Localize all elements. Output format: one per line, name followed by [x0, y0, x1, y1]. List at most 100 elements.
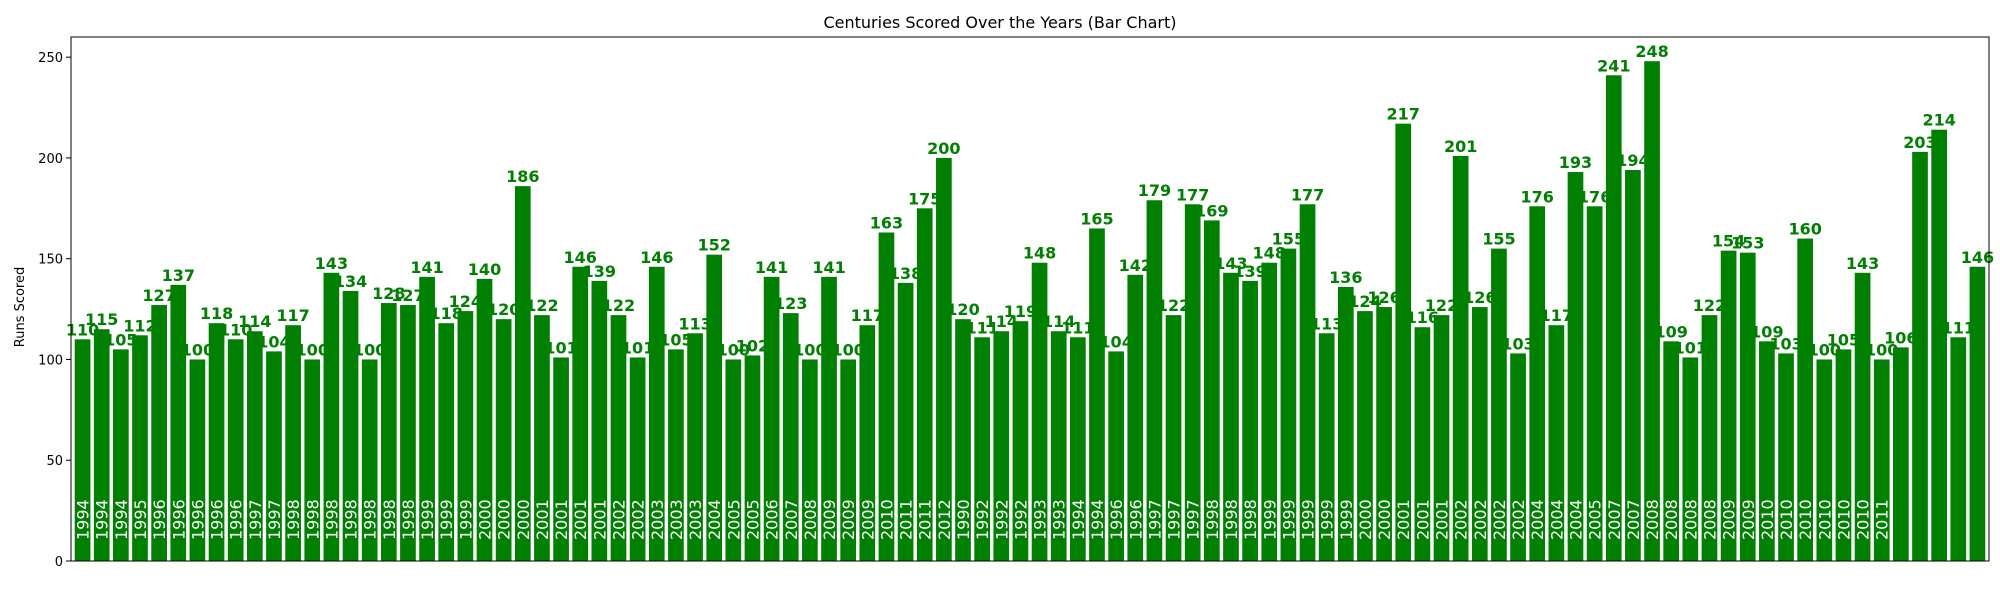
bar — [189, 359, 206, 561]
bar-category-label: 2004 — [1528, 499, 1547, 540]
bar-value-label: 143 — [1214, 254, 1247, 273]
bar — [897, 282, 914, 561]
bar — [1012, 321, 1029, 561]
y-tick-label: 50 — [46, 454, 63, 469]
bar-category-label: 1996 — [150, 499, 169, 540]
bar-value-label: 169 — [1195, 201, 1228, 220]
bar-category-label: 1996 — [169, 499, 188, 540]
y-tick-label: 100 — [38, 353, 63, 368]
bar-category-label: 2003 — [648, 499, 667, 540]
bar-category-label: 2008 — [801, 499, 820, 540]
bar — [342, 290, 359, 561]
bar-value-label: 146 — [564, 248, 597, 267]
bar — [1050, 331, 1067, 561]
bar — [1357, 311, 1373, 561]
bar-value-label: 160 — [1788, 220, 1821, 239]
bar — [514, 186, 531, 561]
bar-category-label: 1997 — [265, 499, 284, 540]
bar — [380, 303, 397, 561]
bar-value-label: 163 — [870, 213, 903, 232]
bar — [1318, 333, 1335, 561]
bar-category-label: 2003 — [667, 499, 686, 540]
bar — [1070, 337, 1086, 561]
bar — [132, 335, 148, 561]
bar — [419, 276, 435, 561]
bar — [151, 305, 167, 561]
bar-value-label: 122 — [1693, 296, 1726, 315]
bar-value-label: 113 — [1310, 314, 1343, 333]
bar-value-label: 100 — [831, 340, 864, 359]
bar-value-label: 165 — [1080, 209, 1113, 228]
bar-category-label: 2008 — [1643, 499, 1662, 540]
bar-category-label: 1993 — [1031, 499, 1050, 540]
bar-value-label: 175 — [908, 189, 941, 208]
bar — [285, 325, 301, 561]
bar-value-label: 100 — [353, 340, 386, 359]
bar-value-label: 109 — [1750, 322, 1783, 341]
bar-value-label: 100 — [1865, 340, 1898, 359]
bar-category-label: 1995 — [131, 499, 150, 540]
bar-value-label: 126 — [1463, 288, 1496, 307]
bar-category-label: 2010 — [1758, 499, 1777, 540]
bar — [974, 337, 990, 561]
bar-category-label: 2002 — [1509, 499, 1528, 540]
bar-category-label: 2010 — [1815, 499, 1834, 540]
bar — [1625, 170, 1641, 561]
bar — [859, 325, 876, 561]
bar-category-label: 1992 — [973, 499, 992, 540]
bar-value-label: 127 — [391, 286, 424, 305]
bar-value-label: 154 — [1712, 232, 1745, 251]
bar-category-label: 2001 — [1413, 499, 1432, 540]
bar-value-label: 141 — [410, 258, 443, 277]
bar-value-label: 139 — [1233, 262, 1266, 281]
bar-category-label: 1997 — [1184, 499, 1203, 540]
bar-category-label: 1998 — [1222, 499, 1241, 540]
bar — [936, 157, 952, 561]
bar-category-label: 1998 — [380, 499, 399, 540]
bar-value-label: 110 — [219, 320, 252, 339]
bar — [572, 266, 589, 561]
bar-value-label: 203 — [1903, 133, 1936, 152]
bar — [1605, 75, 1622, 562]
bar — [1663, 341, 1680, 561]
bar-value-label: 100 — [181, 340, 214, 359]
bar-value-label: 120 — [946, 300, 979, 319]
bar-category-label: 1996 — [1107, 499, 1126, 540]
bar-value-label: 200 — [927, 139, 960, 158]
bar — [1778, 353, 1794, 561]
bar — [878, 232, 895, 561]
bar-category-label: 2010 — [877, 499, 896, 540]
bar — [648, 266, 665, 561]
bar — [438, 323, 455, 561]
bar-value-label: 111 — [965, 318, 998, 337]
bar-value-label: 128 — [372, 284, 405, 303]
bar-category-label: 1994 — [93, 499, 112, 540]
bar — [1510, 353, 1526, 561]
bar-value-label: 102 — [736, 336, 769, 355]
bar-value-label: 141 — [755, 258, 788, 277]
bar-category-label: 2008 — [1662, 499, 1681, 540]
bars-group: 110 1994 115 1994 105 1994 112 1995 127 1996 137 19… — [66, 42, 1994, 562]
bar — [1203, 220, 1220, 561]
chart-title: Centuries Scored Over the Years (Bar Cha… — [823, 13, 1176, 32]
bar-value-label: 217 — [1387, 105, 1420, 124]
bar-value-label: 248 — [1635, 42, 1668, 61]
bar-value-label: 127 — [142, 286, 175, 305]
bar — [1529, 206, 1546, 562]
bar-category-label: 2006 — [763, 499, 782, 540]
bar-category-label: 1994 — [112, 499, 131, 540]
bar — [1280, 248, 1297, 561]
bar-value-label: 106 — [1884, 328, 1917, 347]
bar-category-label: 1997 — [1145, 499, 1164, 540]
bar-category-label: 1999 — [1260, 499, 1279, 540]
bar — [1414, 327, 1431, 561]
bar-value-label: 101 — [544, 338, 577, 357]
bar-value-label: 137 — [162, 266, 195, 285]
bar-value-label: 111 — [1061, 318, 1094, 337]
bar — [1969, 266, 1986, 561]
bar — [668, 349, 684, 561]
bar — [227, 339, 244, 561]
bar-value-label: 176 — [1578, 187, 1611, 206]
bar — [553, 357, 569, 561]
bar-category-label: 2002 — [609, 499, 628, 540]
